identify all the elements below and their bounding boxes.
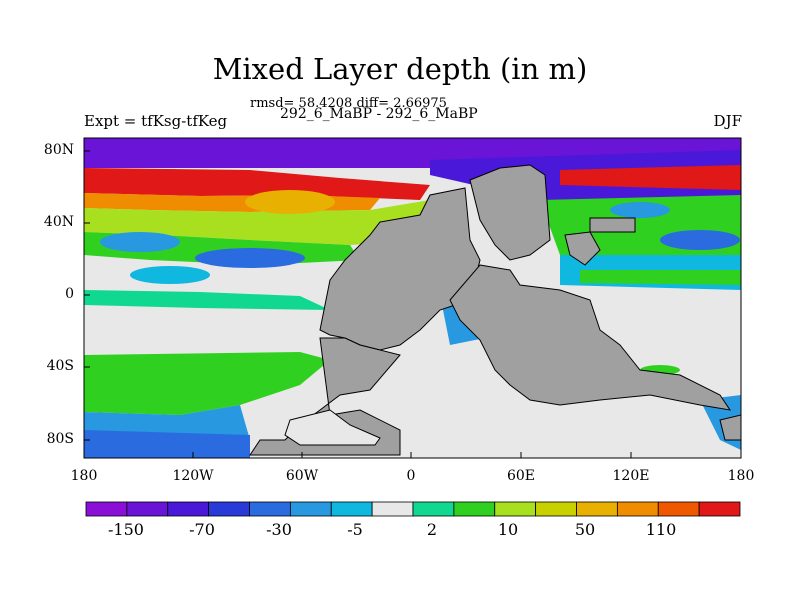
colorbar-swatch [289, 501, 332, 517]
field-red-band-east [560, 165, 741, 190]
colorbar-label: -150 [108, 520, 144, 539]
colorbar-swatch [126, 501, 169, 517]
colorbar-swatch [576, 501, 618, 517]
land-island [589, 217, 636, 233]
field-orange-blob [245, 190, 335, 214]
colorbar-swatch [657, 501, 700, 517]
lat-tick-label: 80N [43, 142, 74, 158]
map-subtitle: 292_6_MaBP - 292_6_MaBP [280, 106, 478, 122]
experiment-label: Expt = tfKsg-tfKeg [84, 112, 228, 130]
field-south-green [84, 352, 330, 415]
colorbar-swatch [535, 501, 577, 517]
lat-tick-label: 0 [65, 286, 74, 302]
colorbar-swatch [208, 501, 250, 517]
map-field [84, 138, 741, 458]
colorbar-swatch [412, 501, 455, 517]
lon-tick-label: 180 [70, 468, 98, 484]
colorbar-swatch [698, 501, 741, 517]
land-inlet [284, 409, 381, 446]
colorbar-swatch [453, 501, 496, 517]
colorbar-label: 10 [497, 520, 519, 539]
colorbar-label: -70 [189, 520, 215, 539]
axis-ticks [83, 150, 742, 458]
colorbar-swatch [330, 501, 373, 517]
colorbar-label: 2 [426, 520, 438, 539]
lon-tick-label: 180 [727, 468, 755, 484]
lon-tick-label: 120W [172, 468, 214, 484]
season-label: DJF [713, 112, 742, 130]
colorbar-label: 110 [645, 520, 677, 539]
colorbar-swatch [85, 501, 128, 517]
colorbar-label: -5 [347, 520, 363, 539]
map-title: Mixed Layer depth (in m) [212, 52, 588, 86]
colorbar-swatch [249, 501, 291, 517]
colorbar-swatch [371, 501, 414, 517]
lat-tick-label: 40S [46, 358, 74, 374]
colorbar-label: -30 [266, 520, 292, 539]
field-red-band-west [84, 168, 430, 200]
land-peninsula [564, 231, 601, 266]
colorbar-label: 50 [574, 520, 596, 539]
plot-frame [83, 137, 742, 459]
colorbar [85, 501, 741, 517]
colorbar-swatch [616, 501, 659, 517]
lon-tick-label: 60W [285, 468, 319, 484]
land-africa-australia [449, 264, 732, 411]
colorbar-swatch [494, 501, 537, 517]
colorbar-swatch [167, 501, 210, 517]
lon-tick-label: 60E [506, 468, 536, 484]
land-eurasia [469, 164, 551, 261]
lat-tick-label: 80S [46, 431, 74, 447]
lat-tick-label: 40N [43, 214, 74, 230]
field-yellow-band [84, 200, 430, 245]
lon-tick-label: 0 [406, 468, 416, 484]
stats-text: rmsd= 58.4208 diff= 2.66975 [250, 96, 447, 111]
lon-tick-label: 120E [612, 468, 650, 484]
